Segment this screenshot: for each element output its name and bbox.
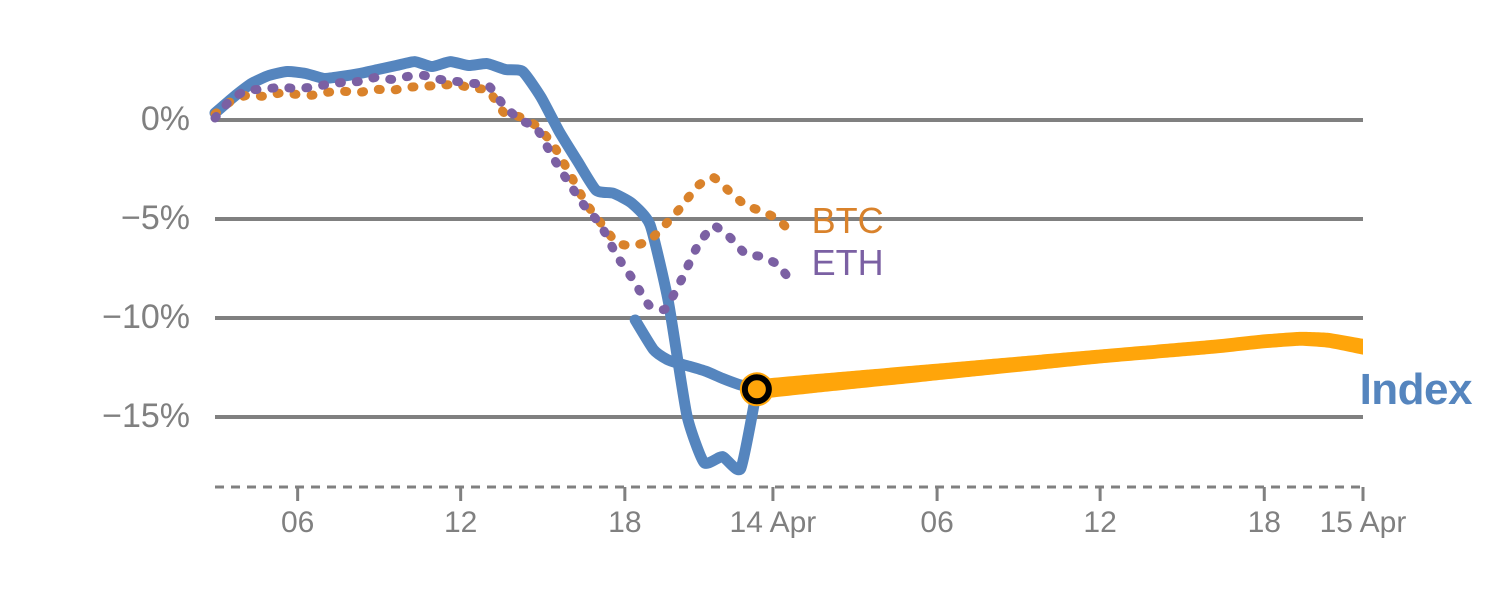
x-axis-tick-3: 14 Apr <box>729 506 817 539</box>
x-axis-tick-0: 06 <box>280 506 315 539</box>
series-btc-line <box>210 79 799 251</box>
x-axis-tick-1: 12 <box>443 506 478 539</box>
x-axis-line-group <box>215 485 1365 501</box>
gridlines-group <box>215 118 1363 419</box>
series-label-index: Index <box>1359 365 1473 415</box>
series-eth-line <box>210 70 799 315</box>
x-axis-tick-6: 18 <box>1247 506 1281 539</box>
forecast-band-group <box>756 331 1363 400</box>
y-axis-tick-2: −10% <box>102 298 190 336</box>
series-label-eth: ETH <box>811 241 884 283</box>
y-axis-tick-1: −5% <box>121 199 190 237</box>
current-value-marker[interactable] <box>739 372 774 407</box>
y-axis-tick-3: −15% <box>102 397 190 435</box>
series-label-btc: BTC <box>811 199 884 241</box>
x-axis-tick-2: 18 <box>608 506 642 539</box>
x-axis-tick-4: 06 <box>920 506 954 539</box>
series-index-line <box>209 56 763 476</box>
x-axis-tick-5: 12 <box>1083 506 1117 539</box>
y-axis-tick-0: 0% <box>140 100 190 138</box>
x-axis-tick-7: 15 Apr <box>1319 506 1407 539</box>
